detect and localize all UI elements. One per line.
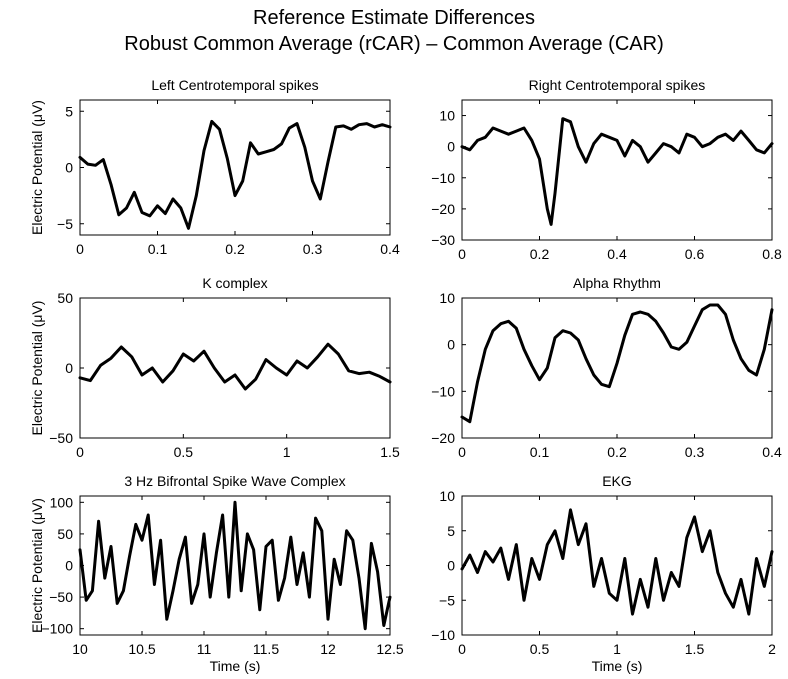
y-tick-label: −100 bbox=[41, 621, 73, 637]
y-tick-label: −50 bbox=[49, 430, 73, 446]
panel-title: Right Centrotemporal spikes bbox=[529, 77, 706, 93]
y-tick-label: 5 bbox=[447, 523, 455, 539]
y-tick-label: 100 bbox=[50, 494, 74, 510]
y-tick-label: 50 bbox=[57, 290, 73, 306]
x-tick-label: 0.5 bbox=[530, 641, 550, 657]
panel-title: K complex bbox=[202, 275, 267, 291]
x-tick-label: 12 bbox=[320, 641, 336, 657]
x-tick-label: 0.5 bbox=[174, 444, 194, 460]
x-tick-label: 2 bbox=[768, 641, 776, 657]
x-tick-label: 0.2 bbox=[607, 444, 627, 460]
series-line bbox=[78, 342, 392, 391]
x-tick-label: 0.3 bbox=[685, 444, 705, 460]
axes-frame bbox=[461, 495, 773, 636]
chart-panel-5: 10 10.5 11 11.5 12 12.5 −100 −50 0 50 100 3 Hz Bifr… bbox=[29, 473, 404, 674]
y-tick-label: −10 bbox=[431, 383, 455, 399]
panel-title: 3 Hz Bifrontal Spike Wave Complex bbox=[124, 473, 345, 489]
x-tick-label: 11 bbox=[197, 641, 212, 657]
y-tick-label: 0 bbox=[447, 337, 455, 353]
x-tick-label: 0 bbox=[76, 444, 84, 460]
chart-panel-4: 0 0.1 0.2 0.3 0.4 −20 −10 0 10 Alpha Rhythm bbox=[431, 275, 782, 460]
x-tick-label: 0 bbox=[458, 444, 466, 460]
x-tick-label: 11.5 bbox=[253, 641, 279, 657]
x-tick-label: 0.4 bbox=[607, 246, 627, 262]
x-tick-label: 1.5 bbox=[380, 444, 400, 460]
x-tick-label: 0 bbox=[458, 641, 466, 657]
series-line bbox=[460, 303, 774, 424]
y-axis-label: Electric Potential (μV) bbox=[29, 301, 45, 436]
y-tick-label: −20 bbox=[431, 430, 455, 446]
axes-frame bbox=[79, 99, 391, 236]
x-axis-label: Time (s) bbox=[592, 658, 643, 674]
figure-title-line-1: Reference Estimate Differences bbox=[253, 7, 535, 29]
x-tick-label: 0.2 bbox=[530, 246, 550, 262]
x-tick-label: 1.5 bbox=[685, 641, 705, 657]
y-axis-label: Electric Potential (μV) bbox=[29, 100, 45, 235]
x-tick-label: 12.5 bbox=[376, 641, 403, 657]
y-axis-label: Electric Potential (μV) bbox=[29, 498, 45, 633]
series-line bbox=[78, 119, 392, 230]
y-tick-label: 10 bbox=[439, 108, 455, 124]
x-tick-label: 0.1 bbox=[148, 241, 168, 257]
y-tick-label: −20 bbox=[431, 201, 455, 217]
y-tick-label: 0 bbox=[447, 558, 455, 574]
chart-panel-6: 0 0.5 1 1.5 2 −10 −5 0 5 10 EKG Time (s) bbox=[431, 473, 776, 674]
x-tick-label: 10 bbox=[72, 641, 88, 657]
y-tick-label: −30 bbox=[431, 232, 455, 248]
series-line bbox=[460, 508, 774, 616]
x-axis-label: Time (s) bbox=[210, 658, 261, 674]
axes-frame bbox=[461, 99, 773, 241]
series-line bbox=[460, 117, 774, 226]
x-tick-label: 0.1 bbox=[530, 444, 550, 460]
chart-panel-2: 0 0.2 0.4 0.6 0.8 −30 −20 −10 0 10 Right Centrotem… bbox=[431, 77, 782, 262]
x-tick-label: 0 bbox=[76, 241, 84, 257]
panel-title: Alpha Rhythm bbox=[573, 275, 661, 291]
x-tick-label: 0.4 bbox=[762, 444, 782, 460]
x-tick-label: 0.3 bbox=[303, 241, 323, 257]
series-line bbox=[78, 500, 392, 631]
figure-title-line-2: Robust Common Average (rCAR) – Common Av… bbox=[124, 33, 664, 55]
y-tick-label: −10 bbox=[431, 170, 455, 186]
axes-frame bbox=[79, 297, 391, 439]
x-tick-label: 0.6 bbox=[685, 246, 705, 262]
panel-title: Left Centrotemporal spikes bbox=[151, 77, 318, 93]
y-tick-label: 0 bbox=[65, 160, 73, 176]
y-tick-label: 5 bbox=[65, 103, 73, 119]
x-tick-label: 0.2 bbox=[225, 241, 245, 257]
x-tick-label: 0 bbox=[458, 246, 466, 262]
y-tick-label: 0 bbox=[65, 558, 73, 574]
y-tick-label: 10 bbox=[439, 290, 455, 306]
y-tick-label: −5 bbox=[57, 216, 73, 232]
x-tick-label: 0.8 bbox=[762, 246, 782, 262]
x-tick-label: 0.4 bbox=[380, 241, 400, 257]
y-tick-label: −10 bbox=[431, 627, 455, 643]
y-tick-label: 10 bbox=[439, 488, 455, 504]
y-tick-label: −5 bbox=[439, 592, 455, 608]
x-tick-label: 10.5 bbox=[128, 641, 155, 657]
y-tick-label: 50 bbox=[57, 526, 73, 542]
x-tick-label: 1 bbox=[613, 641, 621, 657]
y-tick-label: 0 bbox=[65, 360, 73, 376]
y-tick-label: −50 bbox=[49, 589, 73, 605]
panel-title: EKG bbox=[602, 473, 632, 489]
y-tick-label: 0 bbox=[447, 139, 455, 155]
x-tick-label: 1 bbox=[283, 444, 291, 460]
